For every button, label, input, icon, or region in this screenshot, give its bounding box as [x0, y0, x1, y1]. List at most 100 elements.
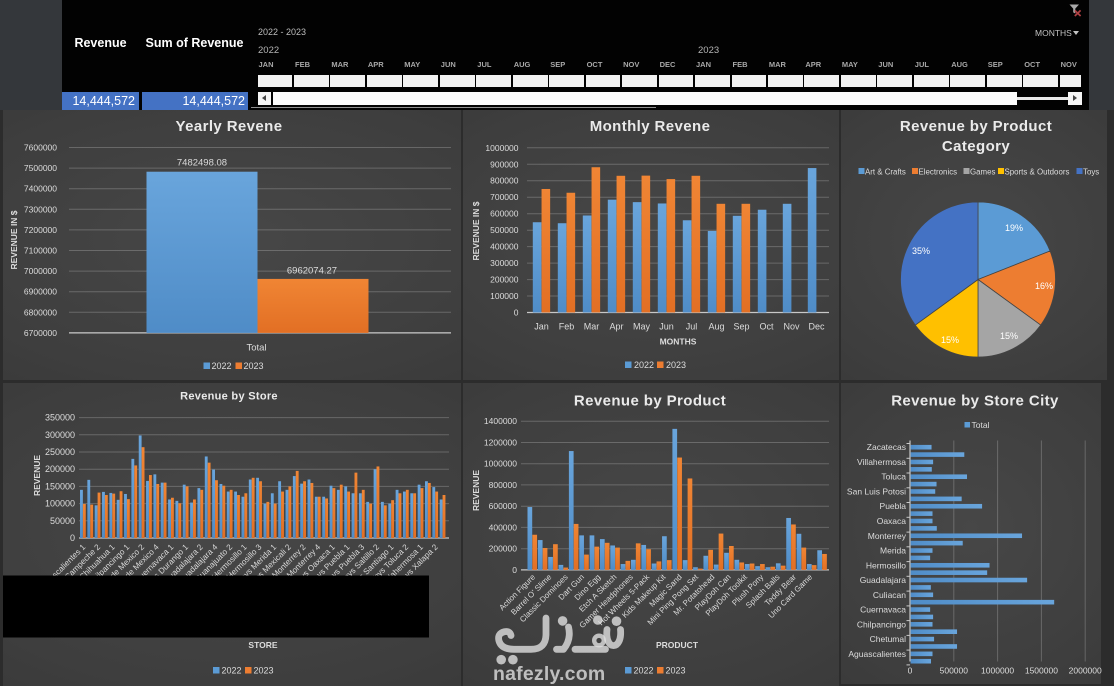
svg-text:1000000: 1000000 — [484, 458, 517, 468]
svg-text:35%: 35% — [912, 246, 930, 256]
svg-text:PRODUCT: PRODUCT — [656, 640, 699, 650]
svg-text:1000000: 1000000 — [485, 143, 518, 153]
svg-text:Aug: Aug — [708, 322, 724, 332]
svg-text:2022: 2022 — [634, 665, 654, 675]
svg-text:15%: 15% — [941, 335, 959, 345]
svg-text:7500000: 7500000 — [24, 163, 57, 173]
svg-text:6900000: 6900000 — [24, 287, 57, 297]
svg-text:Jan: Jan — [534, 322, 549, 332]
svg-text:REVENUE IN $: REVENUE IN $ — [9, 210, 19, 269]
svg-text:2023: 2023 — [666, 360, 686, 370]
svg-text:500000: 500000 — [940, 665, 969, 675]
svg-text:Jul: Jul — [686, 322, 698, 332]
svg-text:250000: 250000 — [45, 447, 75, 457]
svg-text:800000: 800000 — [489, 479, 518, 489]
svg-text:Revenue by Store: Revenue by Store — [180, 390, 278, 402]
svg-text:50000: 50000 — [50, 515, 75, 525]
svg-text:Merida: Merida — [880, 545, 906, 555]
svg-text:REVENUE: REVENUE — [32, 454, 42, 495]
svg-text:1200000: 1200000 — [484, 437, 517, 447]
svg-text:500000: 500000 — [490, 225, 519, 235]
svg-text:Toys: Toys — [1083, 168, 1099, 177]
svg-text:2022: 2022 — [222, 665, 242, 675]
svg-text:6800000: 6800000 — [24, 307, 57, 317]
svg-text:REVENUE: REVENUE — [471, 469, 481, 510]
svg-text:Jun: Jun — [659, 322, 674, 332]
svg-text:0: 0 — [514, 308, 519, 318]
svg-text:16%: 16% — [1035, 281, 1053, 291]
svg-text:Yearly Revene: Yearly Revene — [176, 118, 283, 135]
svg-text:1500000: 1500000 — [1025, 665, 1058, 675]
svg-text:0: 0 — [908, 665, 913, 675]
svg-text:350000: 350000 — [45, 412, 75, 422]
svg-text:6962074.27: 6962074.27 — [287, 266, 337, 277]
svg-text:Sports & Outdoors: Sports & Outdoors — [1005, 168, 1070, 177]
svg-text:2000000: 2000000 — [1069, 665, 1102, 675]
svg-text:Revenue by Store City: Revenue by Store City — [891, 392, 1059, 409]
svg-text:0: 0 — [512, 564, 517, 574]
svg-text:200000: 200000 — [45, 464, 75, 474]
svg-text:1400000: 1400000 — [484, 416, 517, 426]
svg-text:800000: 800000 — [490, 176, 519, 186]
svg-text:nafezly.com: nafezly.com — [493, 663, 605, 685]
svg-text:1000000: 1000000 — [981, 665, 1014, 675]
svg-text:Puebla: Puebla — [880, 501, 907, 511]
svg-text:Guadalajara: Guadalajara — [860, 575, 907, 585]
svg-text:400000: 400000 — [490, 242, 519, 252]
svg-text:Games: Games — [970, 168, 995, 177]
svg-text:Sep: Sep — [733, 322, 749, 332]
svg-text:San Luis Potosi: San Luis Potosi — [847, 486, 906, 496]
svg-text:200000: 200000 — [489, 543, 518, 553]
svg-text:Art & Crafts: Art & Crafts — [865, 168, 906, 177]
svg-text:Oct: Oct — [759, 322, 774, 332]
svg-text:19%: 19% — [1005, 223, 1023, 233]
svg-text:2022: 2022 — [634, 360, 654, 370]
svg-text:7300000: 7300000 — [24, 204, 57, 214]
svg-text:Category: Category — [942, 138, 1010, 155]
svg-text:2023: 2023 — [244, 361, 264, 371]
svg-text:Monthly Revene: Monthly Revene — [590, 118, 711, 135]
svg-text:Villahermosa: Villahermosa — [857, 457, 906, 467]
svg-text:Toluca: Toluca — [881, 471, 906, 481]
svg-text:Electronics: Electronics — [919, 168, 958, 177]
svg-text:300000: 300000 — [45, 429, 75, 439]
svg-text:May: May — [633, 322, 651, 332]
svg-text:Zacatecas: Zacatecas — [867, 442, 906, 452]
svg-text:STORE: STORE — [248, 640, 277, 650]
svg-text:6700000: 6700000 — [24, 328, 57, 338]
svg-text:200000: 200000 — [490, 275, 519, 285]
svg-text:REVENUE IN $: REVENUE IN $ — [471, 201, 481, 260]
svg-text:700000: 700000 — [490, 192, 519, 202]
svg-text:2023: 2023 — [254, 665, 274, 675]
svg-text:Hermosillo: Hermosillo — [866, 560, 906, 570]
svg-text:Revenue by Product: Revenue by Product — [900, 118, 1052, 135]
svg-text:7400000: 7400000 — [24, 184, 57, 194]
svg-text:600000: 600000 — [489, 501, 518, 511]
svg-text:100000: 100000 — [490, 291, 519, 301]
svg-text:7100000: 7100000 — [24, 246, 57, 256]
svg-text:Total: Total — [972, 420, 990, 430]
svg-text:7000000: 7000000 — [24, 266, 57, 276]
svg-text:Mar: Mar — [584, 322, 600, 332]
svg-text:Monterrey: Monterrey — [868, 530, 907, 540]
svg-text:7600000: 7600000 — [24, 143, 57, 153]
svg-text:Apr: Apr — [609, 322, 623, 332]
svg-text:Chetumal: Chetumal — [870, 634, 906, 644]
svg-text:400000: 400000 — [489, 522, 518, 532]
svg-text:2022: 2022 — [212, 361, 232, 371]
svg-text:7482498.08: 7482498.08 — [177, 158, 227, 169]
svg-text:Chilpancingo: Chilpancingo — [857, 619, 906, 629]
svg-text:150000: 150000 — [45, 481, 75, 491]
svg-text:900000: 900000 — [490, 159, 519, 169]
svg-text:15%: 15% — [1000, 331, 1018, 341]
svg-text:Total: Total — [246, 343, 266, 354]
svg-text:2023: 2023 — [666, 665, 686, 675]
svg-text:Cuernavaca: Cuernavaca — [860, 604, 906, 614]
svg-text:Aguascalientes: Aguascalientes — [848, 648, 906, 658]
svg-text:7200000: 7200000 — [24, 225, 57, 235]
svg-text:300000: 300000 — [490, 258, 519, 268]
svg-text:Feb: Feb — [559, 322, 575, 332]
svg-text:MONTHS: MONTHS — [660, 337, 697, 347]
svg-text:Nov: Nov — [783, 322, 800, 332]
svg-text:Culiacan: Culiacan — [873, 589, 906, 599]
